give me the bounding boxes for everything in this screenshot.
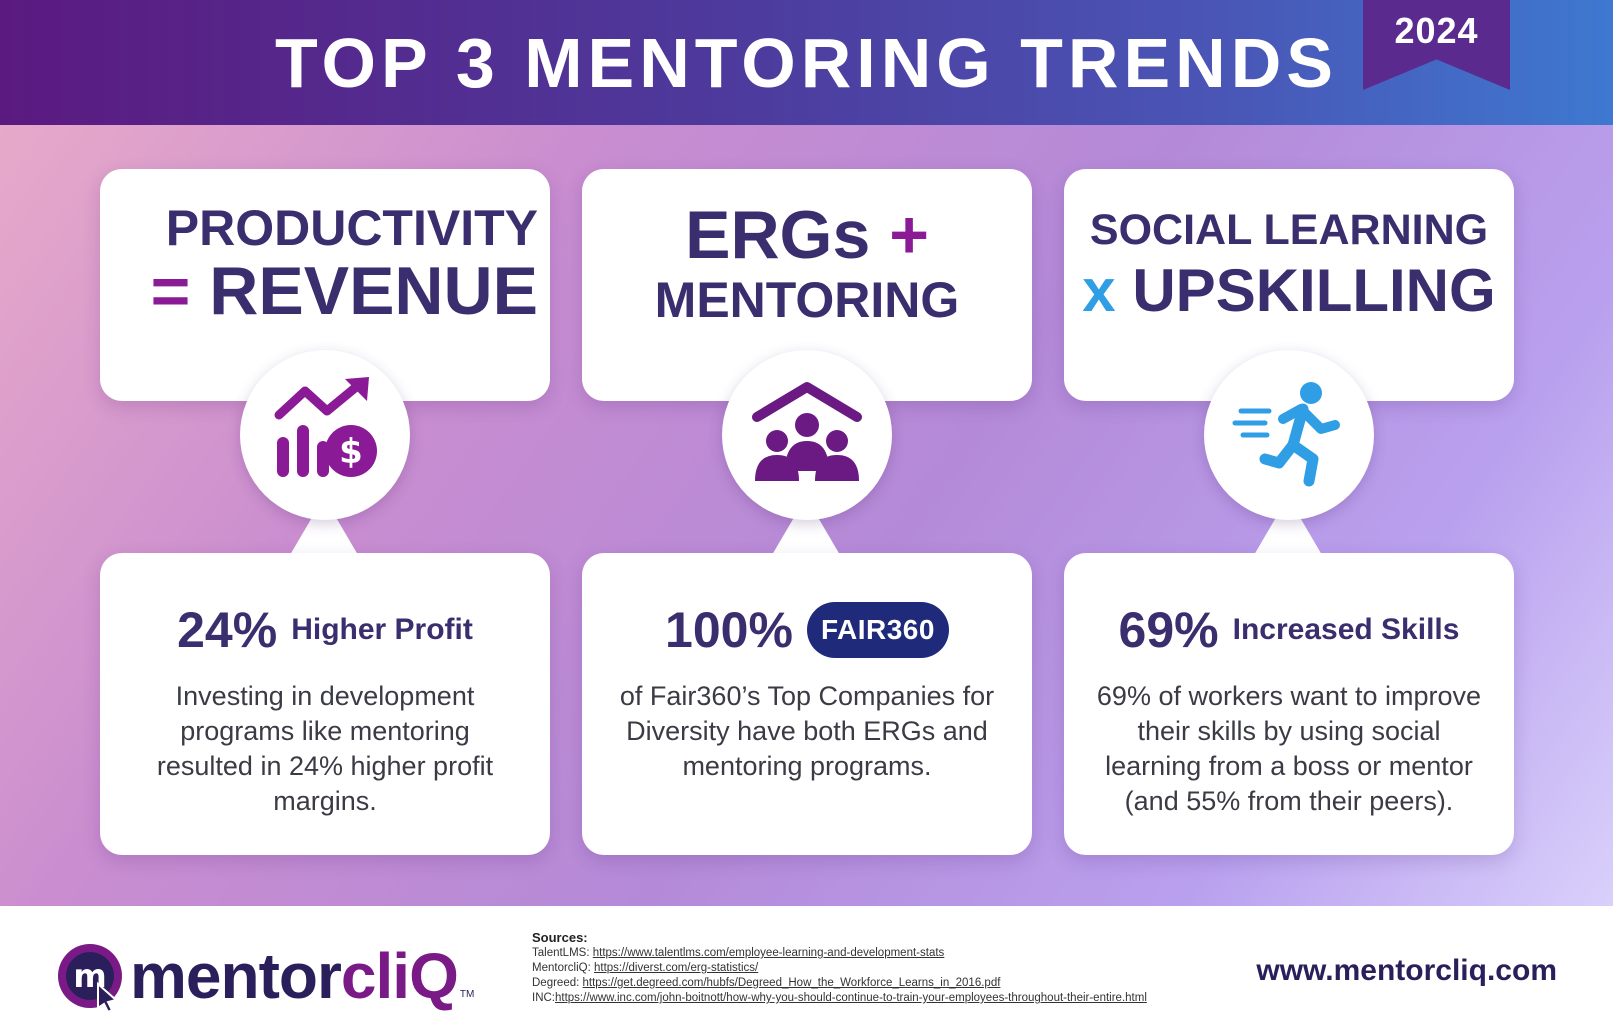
trend-2-operator: + (889, 197, 929, 273)
trend-1-stat-label: Higher Profit (291, 613, 473, 646)
trend-1-headline-line1: PRODUCTIVITY (165, 200, 538, 256)
source-item: MentorcliQ: https://diverst.com/erg-stat… (532, 962, 759, 974)
source-item: INC:https://www.inc.com/john-boitnott/ho… (532, 992, 1147, 1004)
mentorcliq-logo-mark-icon: m (58, 944, 122, 1012)
trend-3-stat-label: Increased Skills (1232, 613, 1460, 646)
page-title: TOP 3 MENTORING TRENDS (275, 23, 1338, 102)
trends-section: PRODUCTIVITY = REVENUE $ 24% Higher Prof… (0, 125, 1613, 906)
community-group-icon (752, 382, 862, 481)
trend-3-headline-line2: UPSKILLING (1132, 257, 1496, 324)
year-badge: 2024 (1394, 10, 1479, 51)
trend-2-icon-circle (722, 350, 892, 520)
logo-text-mentor: mentor (130, 940, 342, 1012)
source-item: TalentLMS: https://www.talentlms.com/emp… (532, 947, 945, 959)
trend-3-stat-card: 69% Increased Skills 69% of workers want… (1064, 553, 1514, 855)
trend-3-stat-value: 69% (1118, 602, 1219, 658)
mentorcliq-logo[interactable]: m mentorcliQ TM (54, 936, 474, 1016)
trend-1-description: Investing in development programs like m… (156, 681, 494, 816)
footer: m mentorcliQ TM Sources: TalentLMS: http… (0, 906, 1613, 1034)
trend-1-stat-card: 24% Higher Profit Investing in developme… (100, 553, 550, 855)
sources-list: Sources: TalentLMS: https://www.talentlm… (532, 930, 1232, 1006)
svg-text:$: $ (339, 432, 363, 472)
source-link-talentlms[interactable]: https://www.talentlms.com/employee-learn… (592, 947, 945, 959)
logo-trademark: TM (459, 989, 475, 1000)
header-banner: TOP 3 MENTORING TRENDS (0, 0, 1613, 125)
chart-growth-dollar-icon: $ (274, 377, 377, 477)
trend-2-description: of Fair360’s Top Companies for Diversity… (619, 681, 995, 781)
trend-3-operator: x (1082, 257, 1116, 324)
trend-1-headline-line2: REVENUE (209, 253, 538, 329)
running-person-icon (1232, 382, 1340, 487)
trend-1-stat-value: 24% (177, 602, 278, 658)
trend-3-description: 69% of workers want to improve their ski… (1096, 681, 1482, 816)
source-link-degreed[interactable]: https://get.degreed.com/hubfs/Degreed_Ho… (582, 977, 1001, 989)
trend-1-headline-card: PRODUCTIVITY = REVENUE (100, 169, 550, 401)
trend-3-headline-line1: SOCIAL LEARNING (1089, 206, 1489, 254)
trend-1-icon-circle: $ (240, 350, 410, 520)
trend-2-stat-value: 100% (665, 602, 793, 658)
trend-2-headline-line1: ERGs (685, 197, 871, 273)
trend-3-icon-circle (1204, 350, 1374, 520)
trend-2-stat-card: 100% FAIR360 of Fair360’s Top Companies … (582, 553, 1032, 855)
website-link[interactable]: www.mentorcliq.com (1256, 954, 1557, 987)
sources-title: Sources: (532, 930, 588, 945)
source-link-diverst[interactable]: https://diverst.com/erg-statistics/ (594, 962, 759, 974)
trend-2-headline-line2: MENTORING (654, 272, 960, 328)
logo-text-cliq: cliQ (340, 940, 459, 1012)
source-item: Degreed: https://get.degreed.com/hubfs/D… (532, 977, 1001, 989)
fair360-badge: FAIR360 (806, 602, 949, 658)
trend-1-operator: = (150, 253, 191, 329)
source-link-inc[interactable]: https://www.inc.com/john-boitnott/how-wh… (555, 992, 1147, 1004)
